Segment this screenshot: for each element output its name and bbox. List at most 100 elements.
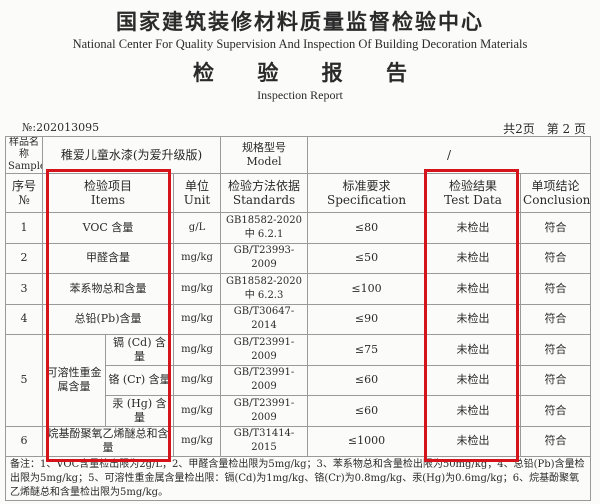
row-result: 未检出 [425, 242, 522, 274]
row-subitem: 铬 (Cr) 含量 [105, 364, 174, 396]
row-no: 6 [5, 425, 43, 457]
col-result-en: Test Data [444, 193, 502, 207]
notes: 备注：1、VOC含量检出限为2g/L；2、甲醛含量检出限为5mg/kg；3、苯系… [4, 456, 592, 501]
table-row: 2 甲醛含量 mg/kg GB/T23993- 2009 ≤50 未检出 符合 [5, 242, 592, 274]
table-row: 3 苯系物总和含量 mg/kg GB18582-2020 中 6.2.3 ≤100 未检… [5, 273, 592, 305]
row-standard: GB/T30647- 2014 [220, 303, 309, 335]
standard-line: 2009 [251, 411, 277, 423]
inspection-table: 样品名称 Sample 稚爱儿童水漆(为爱升级版) 规格型号 Model / 序… [4, 136, 592, 501]
col-result: 检验结果 Test Data [425, 173, 522, 213]
row-conclusion: 符合 [520, 212, 592, 244]
table-row: 4 总铅(Pb)含量 mg/kg GB/T30647- 2014 ≤90 未检出 符合 [5, 303, 592, 335]
row-unit: mg/kg [172, 425, 222, 457]
standard-line: GB18582-2020 [226, 275, 303, 287]
page-info: 共2页第 2 页 [491, 120, 586, 137]
standard-line: GB/T31414- [233, 428, 295, 440]
row-no: 1 [5, 212, 43, 244]
model-label: 规格型号 Model [220, 136, 309, 174]
col-no: 序号 № [5, 173, 43, 213]
row-unit: mg/kg [172, 334, 222, 366]
row-spec: ≤60 [307, 364, 427, 396]
col-unit-cn: 单位 [185, 179, 210, 193]
col-no-en: № [18, 193, 30, 207]
row-spec: ≤100 [307, 273, 427, 305]
row-standard: GB18582-2020 中 6.2.3 [220, 273, 309, 305]
standard-line: GB/T23993- [233, 245, 295, 257]
page-number: 第 2 页 [546, 122, 586, 136]
col-standards-cn: 检验方法依据 [228, 179, 301, 193]
row-result: 未检出 [425, 395, 522, 427]
model-value: / [307, 136, 592, 174]
standard-line: 2009 [251, 350, 277, 362]
row-conclusion: 符合 [520, 425, 592, 457]
row-unit: mg/kg [172, 273, 222, 305]
row-no: 3 [5, 273, 43, 305]
row-item-group: 可溶性重金属含量 [42, 334, 106, 427]
sample-row: 样品名称 Sample 稚爱儿童水漆(为爱升级版) 规格型号 Model / [5, 136, 592, 174]
row-standard: GB18582-2020 中 6.2.1 [220, 212, 309, 244]
row-spec: ≤75 [307, 334, 427, 366]
standard-line: 2009 [251, 259, 277, 271]
row-standard: GB/T23991- 2009 [220, 364, 309, 396]
row-standard: GB/T23991- 2009 [220, 395, 309, 427]
row-item: 总铅(Pb)含量 [42, 303, 174, 335]
col-spec-cn: 标准要求 [342, 179, 391, 193]
row-conclusion: 符合 [520, 364, 592, 396]
row-result: 未检出 [425, 364, 522, 396]
standard-line: GB/T30647- [233, 306, 295, 318]
standard-line: GB/T23991- [233, 336, 295, 348]
row-standard: GB/T23991- 2009 [220, 334, 309, 366]
col-no-cn: 序号 [11, 179, 36, 193]
report-number: №:202013095 [22, 121, 100, 134]
col-conclusion: 单项结论 Conclusion [520, 173, 592, 213]
row-no: 2 [5, 242, 43, 274]
col-spec-en: Specification [327, 193, 407, 207]
table-row: 6 烷基酚聚氧乙烯醚总和含量 mg/kg GB/T31414- 2015 ≤1000 未… [5, 425, 592, 457]
row-no: 4 [5, 303, 43, 335]
row-result: 未检出 [425, 425, 522, 457]
table-row: 5 可溶性重金属含量 镉 (Cd) 含量 mg/kg GB/T23991- 2009… [5, 334, 592, 427]
organization-title-en: National Center For Quality Supervision … [72, 37, 528, 51]
row-unit: mg/kg [172, 395, 222, 427]
col-items-cn: 检验项目 [83, 179, 132, 193]
col-items-en: Items [90, 193, 126, 207]
row-unit: mg/kg [172, 364, 222, 396]
row-item: 烷基酚聚氧乙烯醚总和含量 [42, 425, 174, 457]
row-spec: ≤1000 [307, 425, 427, 457]
row-unit: g/L [172, 212, 222, 244]
standard-line: GB18582-2020 [226, 214, 303, 226]
col-spec: 标准要求 Specification [307, 173, 427, 213]
standard-line: 中 6.2.3 [244, 289, 284, 301]
row-conclusion: 符合 [520, 334, 592, 366]
row-spec: ≤60 [307, 395, 427, 427]
table-row: 汞 (Hg) 含量 mg/kg GB/T23991- 2009 ≤60 未检出 符合 [6, 395, 592, 427]
row-spec: ≤80 [307, 212, 427, 244]
row-unit: mg/kg [172, 242, 222, 274]
row-subitem: 汞 (Hg) 含量 [105, 395, 174, 427]
col-standards-en: Standards [232, 193, 296, 207]
sample-name: 稚爱儿童水漆(为爱升级版) [41, 136, 222, 174]
highlight-box-items [46, 169, 171, 462]
report-title-cn: 检 验 报 告 [193, 61, 425, 85]
column-header-row: 序号 № 检验项目 Items 单位 Unit 检验方法依据 Standards 标准要… [5, 173, 592, 213]
row-standard: GB/T31414- 2015 [220, 425, 309, 457]
row-result: 未检出 [425, 273, 522, 305]
col-conclusion-cn: 单项结论 [531, 179, 580, 193]
row-conclusion: 符合 [520, 242, 592, 274]
row-conclusion: 符合 [520, 273, 592, 305]
highlight-box-test-data [424, 169, 519, 462]
table-row: 铬 (Cr) 含量 mg/kg GB/T23991- 2009 ≤60 未检出 符合 [6, 364, 592, 396]
standard-line: 中 6.2.1 [244, 228, 284, 240]
row-result: 未检出 [425, 303, 522, 335]
row-standard: GB/T23993- 2009 [220, 242, 309, 274]
standard-line: 2009 [251, 381, 277, 393]
col-unit-en: Unit [183, 193, 211, 207]
standard-line: 2014 [251, 320, 277, 332]
col-standards: 检验方法依据 Standards [220, 173, 309, 213]
row-no: 5 [5, 334, 43, 427]
row-conclusion: 符合 [520, 395, 592, 427]
col-unit: 单位 Unit [172, 173, 222, 213]
notes-row: 备注：1、VOC含量检出限为2g/L；2、甲醛含量检出限为5mg/kg；3、苯系… [4, 456, 592, 501]
col-conclusion-en: Conclusion [523, 193, 591, 207]
standard-line: GB/T23991- [233, 397, 295, 409]
